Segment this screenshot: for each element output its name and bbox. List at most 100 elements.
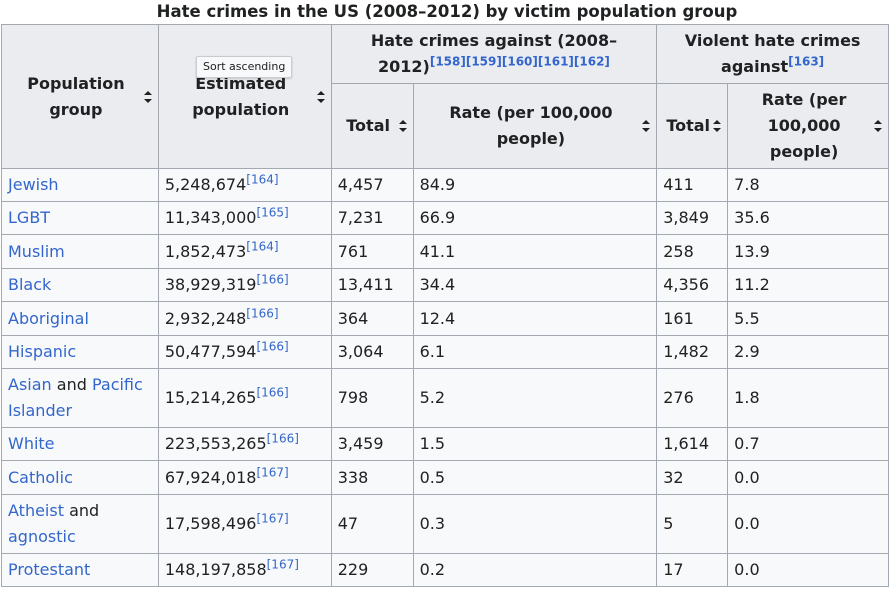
- population-value: 2,932,248: [164, 308, 247, 328]
- population-reference[interactable]: [167]: [266, 557, 299, 572]
- group-link[interactable]: Hispanic: [8, 342, 77, 361]
- population-value: 15,214,265: [164, 388, 257, 407]
- total-cell: 7,231: [330, 201, 414, 235]
- group-link[interactable]: Black: [8, 275, 52, 294]
- total-cell: 4,457: [330, 168, 414, 202]
- header-violent-label: Violent hate crimes against: [684, 31, 861, 76]
- population-group-cell: Jewish: [1, 168, 159, 202]
- sort-icon[interactable]: [316, 90, 325, 103]
- violent-total-cell: 32: [656, 460, 729, 495]
- header-violent-total[interactable]: Total: [656, 83, 729, 169]
- group-link[interactable]: Asian: [8, 375, 52, 394]
- population-reference[interactable]: [166]: [256, 339, 289, 354]
- group-link[interactable]: Catholic: [8, 467, 73, 487]
- group-link[interactable]: White: [8, 434, 55, 453]
- estimated-population-cell: 1,852,473[164]: [157, 234, 332, 269]
- group-link[interactable]: LGBT: [8, 208, 51, 227]
- header-violent-total-label: Total: [666, 116, 711, 135]
- sort-tooltip: Sort ascending: [196, 56, 293, 78]
- violent-rate-cell: 35.6: [727, 201, 889, 235]
- violent-rate-cell: 0.7: [727, 427, 889, 461]
- table-row: Black 38,929,319[166] 13,411 34.4 4,356 11.2: [1, 268, 889, 302]
- sort-icon[interactable]: [874, 120, 882, 132]
- violent-total-cell: 17: [656, 553, 729, 587]
- header-hate-crimes-against: Hate crimes against (2008–2012)[158][159…: [330, 24, 658, 84]
- sort-icon[interactable]: [398, 120, 407, 132]
- estimated-population-cell: 15,214,265[166]: [157, 368, 332, 428]
- group-link[interactable]: Protestant: [8, 560, 91, 579]
- total-cell: 761: [330, 234, 414, 269]
- population-value: 17,598,496: [164, 514, 257, 533]
- population-reference[interactable]: [165]: [256, 205, 289, 220]
- violent-references[interactable]: [163]: [788, 54, 825, 69]
- violent-total-cell: 276: [656, 368, 729, 428]
- population-value: 67,924,018: [164, 467, 257, 487]
- population-value: 148,197,858: [164, 560, 267, 579]
- population-reference[interactable]: [167]: [256, 511, 289, 526]
- population-value: 11,343,000: [164, 208, 257, 227]
- violent-total-cell: 3,849: [656, 201, 729, 235]
- population-group-cell: LGBT: [1, 201, 159, 235]
- sort-icon[interactable]: [642, 120, 651, 132]
- table-row: White 223,553,265[166] 3,459 1.5 1,614 0.7: [1, 427, 889, 461]
- hate-crimes-references[interactable]: [158][159][160][161][162]: [429, 54, 610, 69]
- group-link[interactable]: Muslim: [8, 241, 65, 261]
- population-reference[interactable]: [167]: [256, 465, 289, 480]
- violent-rate-cell: 0.0: [727, 553, 889, 587]
- population-group-cell: Atheist and agnostic: [1, 494, 159, 554]
- rate-cell: 0.3: [412, 494, 658, 554]
- header-estimated-population[interactable]: Estimated population: [157, 24, 332, 169]
- violent-rate-cell: 0.0: [727, 494, 889, 554]
- estimated-population-cell: 223,553,265[166]: [157, 427, 332, 461]
- table-row: Aboriginal 2,932,248[166] 364 12.4 161 5.5: [1, 301, 889, 336]
- population-reference[interactable]: [166]: [246, 306, 279, 321]
- violent-rate-cell: 7.8: [727, 168, 889, 202]
- violent-rate-cell: 1.8: [727, 368, 889, 428]
- table-row: LGBT 11,343,000[165] 7,231 66.9 3,849 35.6: [1, 201, 889, 235]
- population-value: 223,553,265: [164, 434, 267, 453]
- violent-rate-cell: 5.5: [727, 301, 889, 336]
- sort-icon[interactable]: [713, 120, 722, 132]
- estimated-population-cell: 50,477,594[166]: [157, 335, 332, 369]
- group-conjunction: and: [63, 501, 100, 520]
- violent-total-cell: 4,356: [656, 268, 729, 302]
- group-link[interactable]: agnostic: [8, 527, 76, 546]
- header-violent-hate-crimes: Violent hate crimes against[163]: [656, 24, 889, 84]
- population-group-cell: Hispanic: [1, 335, 159, 369]
- group-link[interactable]: Aboriginal: [8, 308, 89, 328]
- population-value: 38,929,319: [164, 275, 257, 294]
- total-cell: 47: [330, 494, 414, 554]
- group-link[interactable]: Atheist: [8, 501, 64, 520]
- table-row: Protestant 148,197,858[167] 229 0.2 17 0.0: [1, 553, 889, 587]
- group-link[interactable]: Jewish: [8, 175, 59, 194]
- population-reference[interactable]: [166]: [266, 431, 299, 446]
- population-reference[interactable]: [164]: [246, 239, 279, 254]
- header-total[interactable]: Total: [330, 83, 414, 169]
- header-population-group[interactable]: Population group: [1, 24, 159, 169]
- header-violent-rate[interactable]: Rate (per 100,000 people): [727, 83, 889, 169]
- estimated-population-cell: 2,932,248[166]: [157, 301, 332, 336]
- population-reference[interactable]: [166]: [256, 385, 289, 400]
- population-value: 50,477,594: [164, 342, 257, 361]
- table-row: Muslim 1,852,473[164] 761 41.1 258 13.9: [1, 234, 889, 269]
- group-link[interactable]: Pacific Islander: [8, 375, 143, 420]
- violent-rate-cell: 11.2: [727, 268, 889, 302]
- rate-cell: 34.4: [412, 268, 658, 302]
- violent-total-cell: 411: [656, 168, 729, 202]
- sort-icon[interactable]: [143, 90, 152, 103]
- violent-rate-cell: 13.9: [727, 234, 889, 269]
- total-cell: 3,064: [330, 335, 414, 369]
- header-estimated-population-label: Estimated population: [192, 73, 290, 119]
- population-value: 1,852,473: [164, 241, 247, 261]
- total-cell: 364: [330, 301, 414, 336]
- population-reference[interactable]: [164]: [246, 172, 279, 187]
- table-row: Hispanic 50,477,594[166] 3,064 6.1 1,482 2.9: [1, 335, 889, 369]
- population-reference[interactable]: [166]: [256, 272, 289, 287]
- header-population-group-label: Population group: [27, 73, 125, 119]
- rate-cell: 5.2: [412, 368, 658, 428]
- violent-total-cell: 5: [656, 494, 729, 554]
- rate-cell: 84.9: [412, 168, 658, 202]
- violent-total-cell: 1,614: [656, 427, 729, 461]
- header-violent-rate-label: Rate (per 100,000 people): [761, 90, 847, 161]
- header-rate[interactable]: Rate (per 100,000 people): [412, 83, 658, 169]
